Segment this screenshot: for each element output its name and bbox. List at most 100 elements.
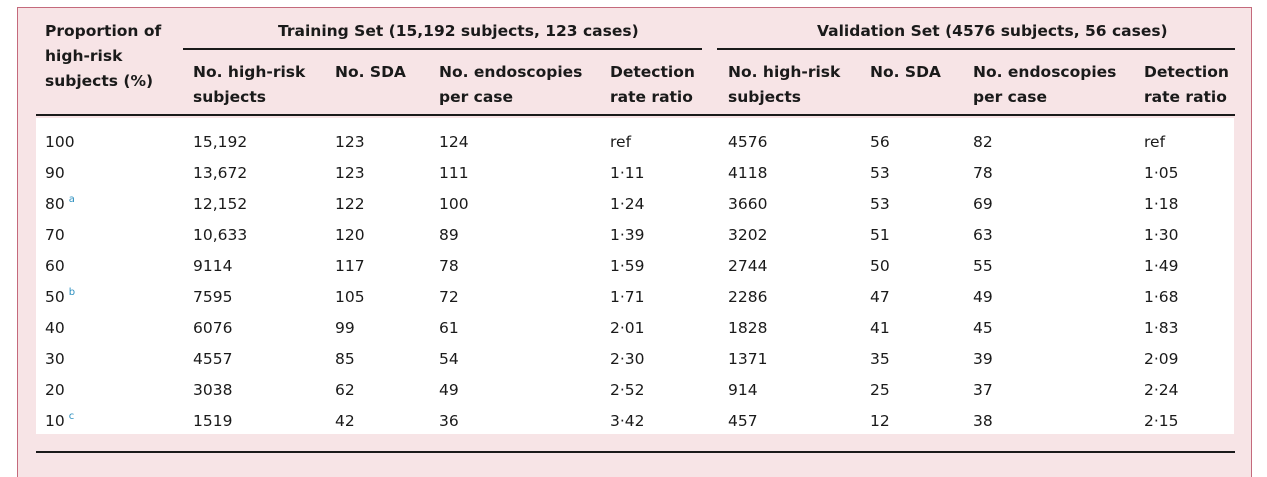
training-high-risk-cell: 7595 bbox=[193, 288, 233, 306]
header-proportion-line2: high-risk bbox=[45, 47, 123, 65]
validation-ratio-cell: 1·30 bbox=[1144, 226, 1179, 244]
validation-ratio-cell: ref bbox=[1144, 133, 1166, 151]
t-header-sda: No. SDA bbox=[335, 63, 406, 81]
row-proportion: 10 c bbox=[45, 411, 74, 434]
training-endoscopies-cell: 78 bbox=[439, 257, 459, 275]
validation-sda-cell: 12 bbox=[870, 412, 890, 430]
t-header-endoscopies-1: No. endoscopies bbox=[439, 63, 583, 81]
training-ratio-cell: 2·52 bbox=[610, 381, 645, 399]
validation-sda-cell: 51 bbox=[870, 226, 890, 244]
validation-high-risk-cell: 1371 bbox=[728, 350, 768, 368]
validation-sda-cell: 41 bbox=[870, 319, 890, 337]
row-proportion: 80 a bbox=[45, 194, 75, 217]
validation-high-risk-cell: 457 bbox=[728, 412, 758, 430]
row-proportion: 70 bbox=[45, 225, 65, 245]
header-proportion-line3: subjects (%) bbox=[45, 72, 154, 90]
table-bottom-rule bbox=[36, 451, 1235, 453]
training-set-title: Training Set (15,192 subjects, 123 cases… bbox=[278, 22, 639, 40]
training-endoscopies-cell: 124 bbox=[439, 133, 469, 151]
table-body bbox=[36, 118, 1234, 434]
validation-endoscopies-cell: 63 bbox=[973, 226, 993, 244]
validation-endoscopies-cell: 39 bbox=[973, 350, 993, 368]
validation-endoscopies-cell: 49 bbox=[973, 288, 993, 306]
validation-high-risk-cell: 2286 bbox=[728, 288, 768, 306]
t-header-high-risk-1: No. high-risk bbox=[193, 63, 306, 81]
training-high-risk-cell: 13,672 bbox=[193, 164, 248, 182]
training-endoscopies-cell: 100 bbox=[439, 195, 469, 213]
training-ratio-cell: 2·30 bbox=[610, 350, 645, 368]
training-ratio-cell: 1·71 bbox=[610, 288, 645, 306]
validation-ratio-cell: 1·49 bbox=[1144, 257, 1179, 275]
training-sda-cell: 99 bbox=[335, 319, 355, 337]
training-ratio-cell: 1·39 bbox=[610, 226, 645, 244]
validation-sda-cell: 50 bbox=[870, 257, 890, 275]
t-header-high-risk-2: subjects bbox=[193, 88, 267, 106]
footnote-marker[interactable]: c bbox=[68, 411, 75, 422]
row-proportion: 30 bbox=[45, 349, 65, 369]
training-ratio-cell: 3·42 bbox=[610, 412, 645, 430]
proportion-value: 60 bbox=[45, 257, 65, 275]
validation-high-risk-cell: 1828 bbox=[728, 319, 768, 337]
v-header-endoscopies-2: per case bbox=[973, 88, 1048, 106]
proportion-value: 100 bbox=[45, 133, 75, 151]
validation-sda-cell: 47 bbox=[870, 288, 890, 306]
validation-sda-cell: 53 bbox=[870, 195, 890, 213]
training-ratio-cell: 1·24 bbox=[610, 195, 645, 213]
row-proportion: 100 bbox=[45, 132, 75, 152]
training-sda-cell: 123 bbox=[335, 164, 365, 182]
v-header-endoscopies-1: No. endoscopies bbox=[973, 63, 1117, 81]
training-endoscopies-cell: 111 bbox=[439, 164, 469, 182]
v-header-high-risk-2: subjects bbox=[728, 88, 802, 106]
t-header-endoscopies-2: per case bbox=[439, 88, 514, 106]
training-sda-cell: 123 bbox=[335, 133, 365, 151]
t-header-ratio-2: rate ratio bbox=[610, 88, 693, 106]
v-header-sda: No. SDA bbox=[870, 63, 941, 81]
training-high-risk-cell: 6076 bbox=[193, 319, 233, 337]
validation-sda-cell: 25 bbox=[870, 381, 890, 399]
validation-endoscopies-cell: 55 bbox=[973, 257, 993, 275]
training-high-risk-cell: 10,633 bbox=[193, 226, 248, 244]
training-ratio-cell: 1·11 bbox=[610, 164, 645, 182]
validation-ratio-cell: 2·09 bbox=[1144, 350, 1179, 368]
validation-endoscopies-cell: 69 bbox=[973, 195, 993, 213]
validation-ratio-cell: 1·68 bbox=[1144, 288, 1179, 306]
training-endoscopies-cell: 72 bbox=[439, 288, 459, 306]
training-sda-cell: 117 bbox=[335, 257, 365, 275]
proportion-value: 80 bbox=[45, 195, 65, 213]
proportion-value: 30 bbox=[45, 350, 65, 368]
training-endoscopies-cell: 36 bbox=[439, 412, 459, 430]
validation-high-risk-cell: 2744 bbox=[728, 257, 768, 275]
training-sda-cell: 62 bbox=[335, 381, 355, 399]
validation-sda-cell: 35 bbox=[870, 350, 890, 368]
training-group-rule bbox=[183, 48, 702, 50]
validation-endoscopies-cell: 37 bbox=[973, 381, 993, 399]
validation-ratio-cell: 1·05 bbox=[1144, 164, 1179, 182]
validation-high-risk-cell: 3202 bbox=[728, 226, 768, 244]
validation-group-rule bbox=[717, 48, 1235, 50]
training-high-risk-cell: 12,152 bbox=[193, 195, 248, 213]
validation-ratio-cell: 1·18 bbox=[1144, 195, 1179, 213]
row-proportion: 20 bbox=[45, 380, 65, 400]
training-high-risk-cell: 4557 bbox=[193, 350, 233, 368]
training-sda-cell: 42 bbox=[335, 412, 355, 430]
training-ratio-cell: 2·01 bbox=[610, 319, 645, 337]
training-ratio-cell: ref bbox=[610, 133, 632, 151]
training-sda-cell: 85 bbox=[335, 350, 355, 368]
v-header-high-risk-1: No. high-risk bbox=[728, 63, 841, 81]
validation-high-risk-cell: 4118 bbox=[728, 164, 768, 182]
footnote-marker[interactable]: b bbox=[68, 287, 76, 298]
footnote-marker[interactable]: a bbox=[68, 194, 75, 205]
validation-high-risk-cell: 914 bbox=[728, 381, 758, 399]
training-sda-cell: 105 bbox=[335, 288, 365, 306]
training-high-risk-cell: 9114 bbox=[193, 257, 233, 275]
training-sda-cell: 120 bbox=[335, 226, 365, 244]
row-proportion: 50 b bbox=[45, 287, 75, 310]
validation-ratio-cell: 1·83 bbox=[1144, 319, 1179, 337]
training-ratio-cell: 1·59 bbox=[610, 257, 645, 275]
proportion-value: 70 bbox=[45, 226, 65, 244]
proportion-value: 50 bbox=[45, 288, 65, 306]
training-endoscopies-cell: 54 bbox=[439, 350, 459, 368]
validation-ratio-cell: 2·15 bbox=[1144, 412, 1179, 430]
validation-high-risk-cell: 3660 bbox=[728, 195, 768, 213]
training-endoscopies-cell: 49 bbox=[439, 381, 459, 399]
